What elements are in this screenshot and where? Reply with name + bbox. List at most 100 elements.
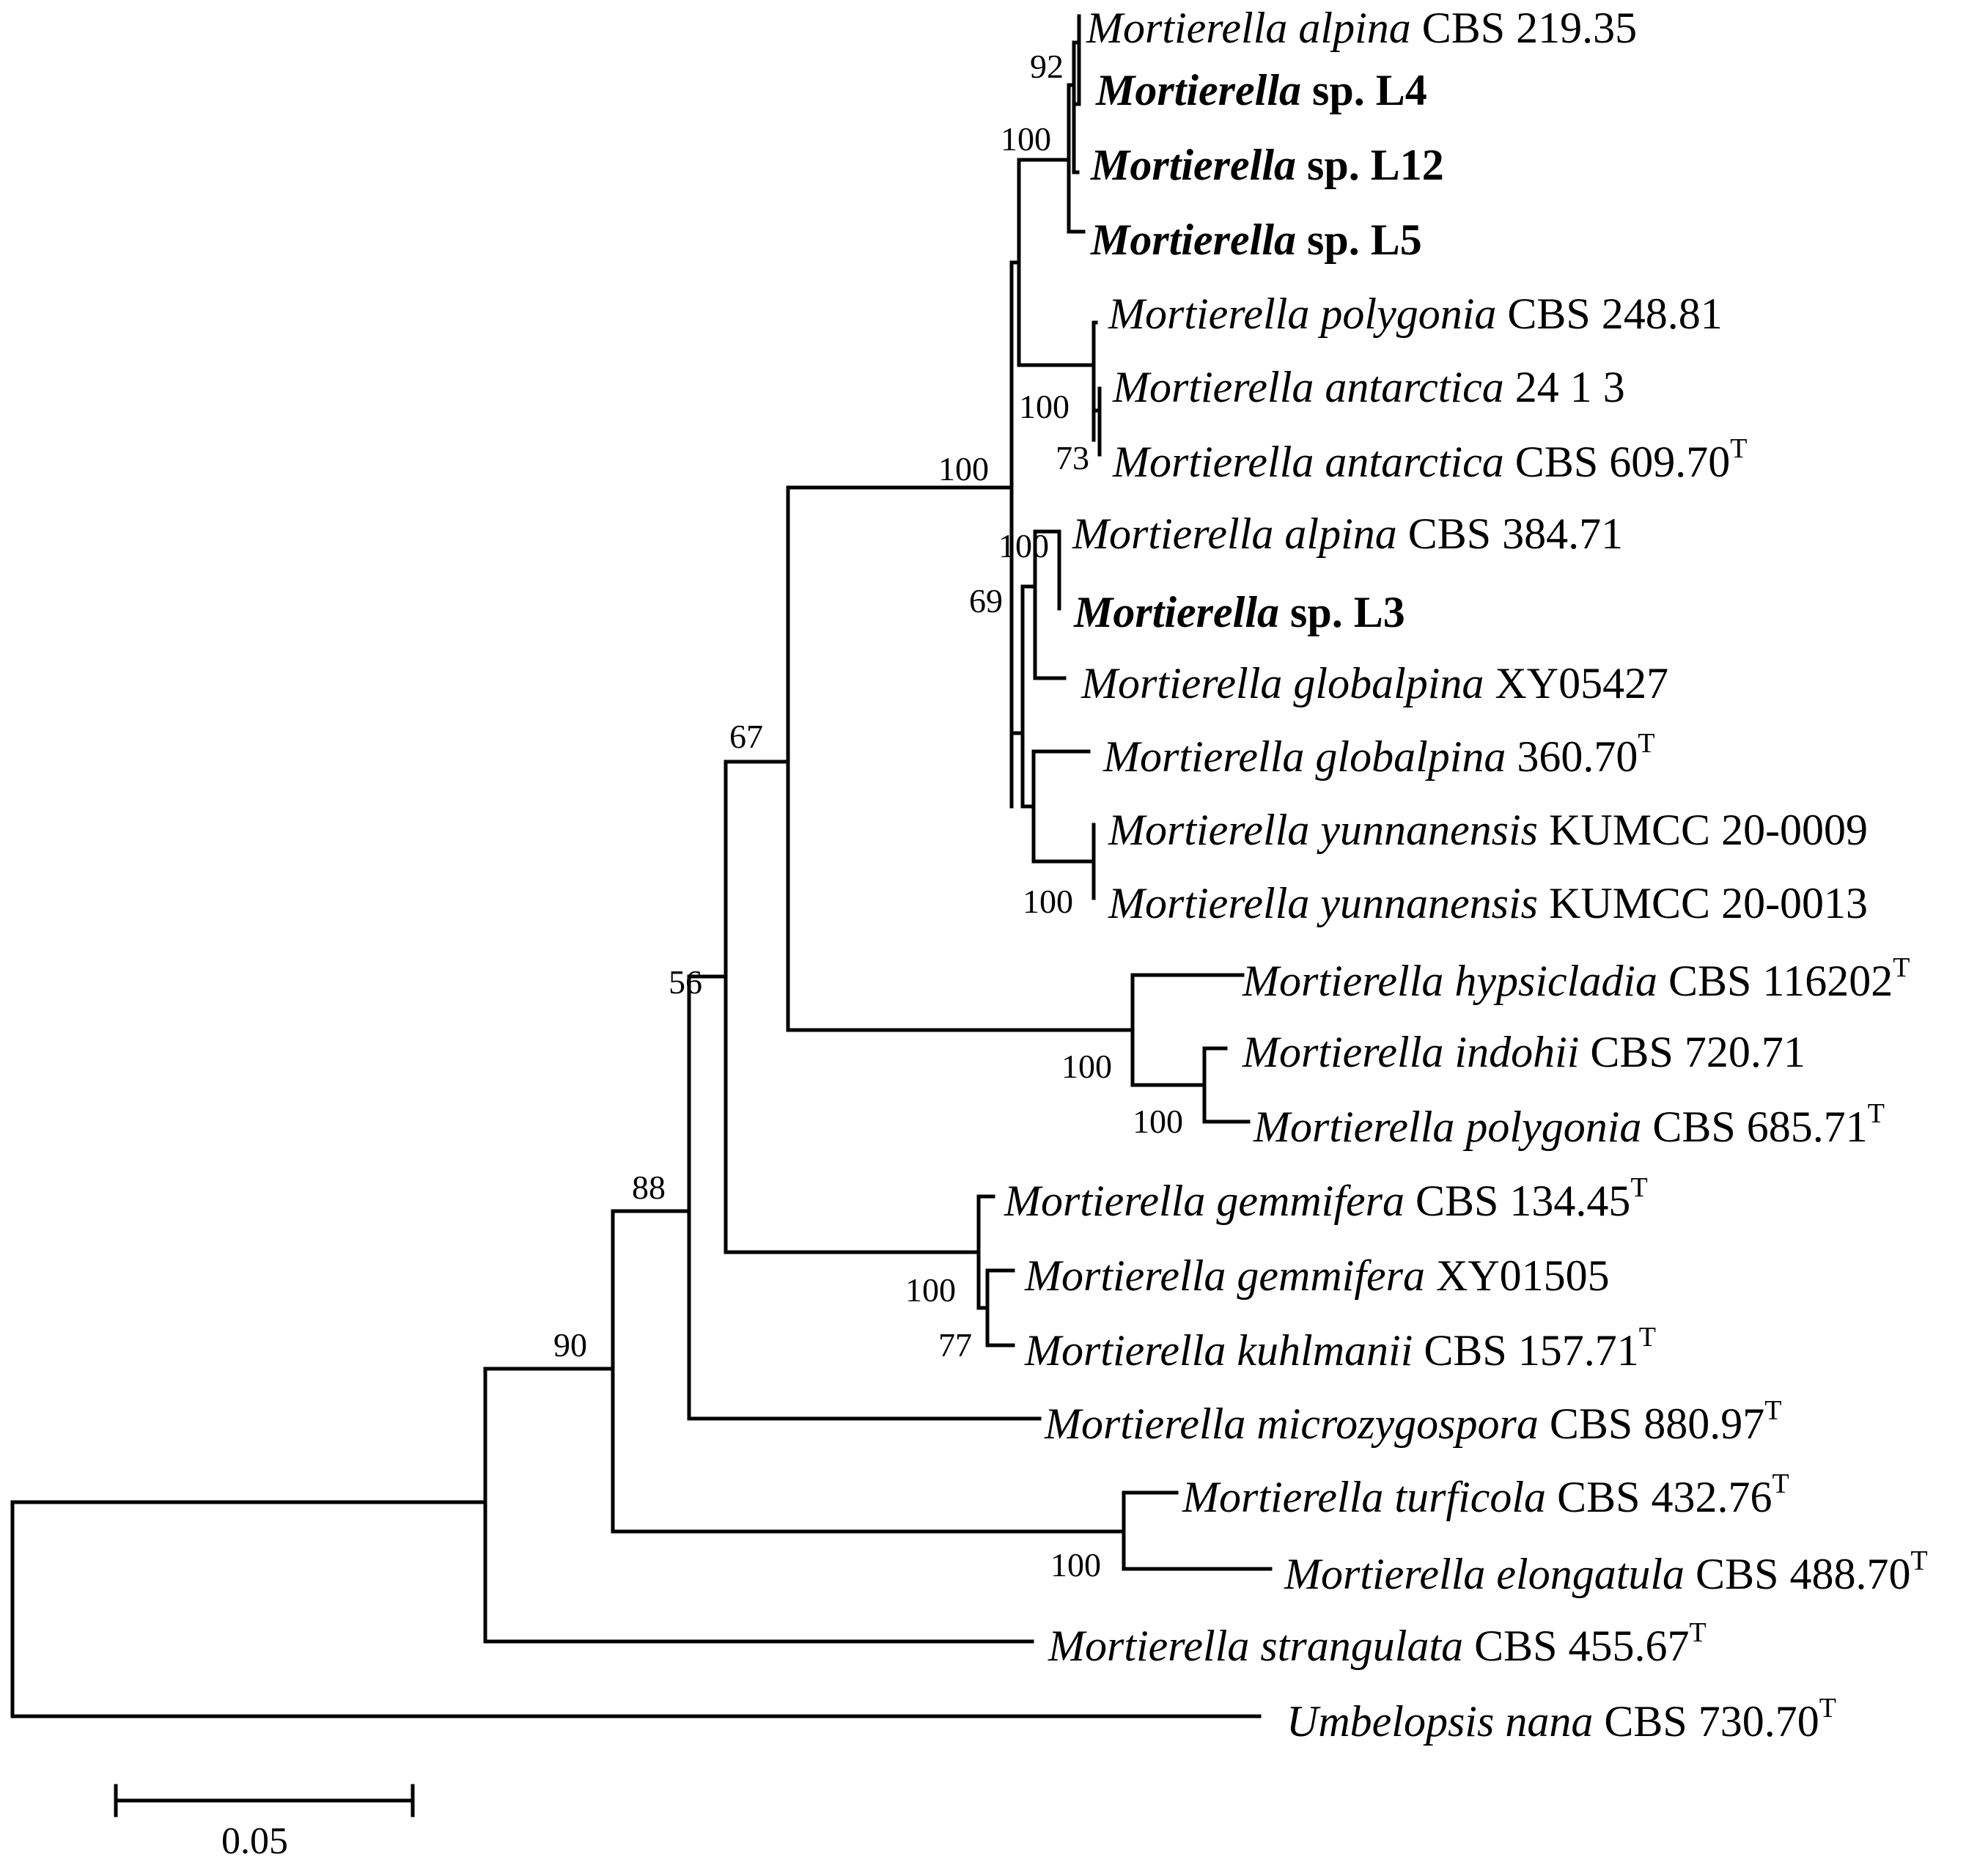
taxon-label: Mortierella alpina CBS 384.71	[1072, 510, 1623, 558]
taxon-species: Mortierella alpina	[1086, 4, 1411, 52]
bootstrap-value: 90	[553, 1326, 587, 1364]
taxon-label: Mortierella antarctica CBS 609.70T	[1112, 433, 1747, 486]
taxon-species: Mortierella globalpina	[1102, 732, 1506, 781]
taxon-strain: CBS 609.70	[1515, 438, 1730, 486]
taxon-label: Mortierella indohii CBS 720.71	[1242, 1028, 1805, 1076]
bootstrap-value: 100	[938, 450, 989, 488]
taxon-strain: CBS 116202	[1668, 957, 1893, 1005]
taxon-label: Mortierella sp. L3	[1073, 588, 1405, 636]
taxon-strain: KUMCC 20-0009	[1549, 806, 1868, 854]
taxon-label: Mortierella kuhlmanii CBS 157.71T	[1024, 1322, 1656, 1375]
taxon-strain: CBS 248.81	[1507, 290, 1722, 338]
bootstrap-value: 100	[1019, 388, 1070, 425]
taxon-species: Mortierella	[1073, 588, 1279, 636]
taxon-species: Mortierella gemmifera	[1024, 1251, 1425, 1300]
taxon-label: Mortierella sp. L5	[1090, 216, 1422, 264]
taxon-label: Mortierella gemmifera CBS 134.45T	[1004, 1172, 1648, 1225]
type-marker: T	[1639, 1322, 1656, 1353]
taxon-label: Mortierella hypsicladia CBS 116202T	[1242, 952, 1910, 1005]
bootstrap-value: 73	[1056, 439, 1089, 477]
taxon-label: Umbelopsis nana CBS 730.70T	[1286, 1693, 1836, 1746]
taxon-strain: 360.70	[1517, 732, 1638, 781]
scale-bar-label: 0.05	[221, 1820, 288, 1862]
type-marker: T	[1772, 1468, 1789, 1499]
taxon-species: Mortierella	[1090, 216, 1296, 264]
taxon-strain: CBS 219.35	[1422, 4, 1637, 52]
taxon-strain: sp. L4	[1312, 66, 1427, 114]
taxon-strain: CBS 720.71	[1590, 1028, 1805, 1076]
bootstrap-value: 100	[1133, 1103, 1183, 1140]
bootstrap-value: 100	[1050, 1546, 1101, 1584]
taxon-species: Umbelopsis nana	[1286, 1697, 1593, 1746]
taxon-species: Mortierella turficola	[1182, 1473, 1546, 1521]
bootstrap-value: 92	[1030, 48, 1064, 85]
bootstrap-labels: 92 100 100 73 100 100 69 100 67 100 100 …	[553, 48, 1183, 1584]
taxon-species: Mortierella globalpina	[1080, 659, 1484, 707]
bootstrap-value: 69	[969, 582, 1003, 619]
taxon-strain: CBS 488.70	[1696, 1550, 1910, 1598]
taxon-label: Mortierella elongatula CBS 488.70T	[1284, 1545, 1928, 1598]
bootstrap-value: 100	[1061, 1048, 1112, 1085]
type-marker: T	[1730, 433, 1747, 464]
taxon-strain: CBS 880.97	[1550, 1400, 1764, 1448]
bootstrap-value: 67	[729, 718, 763, 755]
taxon-label: Mortierella gemmifera XY01505	[1024, 1251, 1610, 1300]
bootstrap-value: 88	[632, 1169, 666, 1206]
taxon-label: Mortierella yunnanensis KUMCC 20-0013	[1108, 879, 1868, 927]
taxon-species: Mortierella polygonia	[1108, 290, 1496, 338]
type-marker: T	[1910, 1545, 1927, 1576]
taxon-strain: CBS 134.45	[1415, 1177, 1630, 1225]
taxon-label: Mortierella alpina CBS 219.35	[1086, 4, 1637, 52]
taxon-label: Mortierella polygonia CBS 248.81	[1108, 290, 1723, 338]
taxon-strain: XY05427	[1495, 659, 1668, 707]
taxon-species: Mortierella microzygospora	[1044, 1400, 1539, 1448]
taxon-species: Mortierella kuhlmanii	[1024, 1326, 1413, 1375]
taxon-strain: 24 1 3	[1515, 363, 1625, 411]
taxon-species: Mortierella gemmifera	[1004, 1177, 1405, 1225]
bootstrap-value: 56	[669, 963, 702, 1001]
bootstrap-value: 100	[1023, 883, 1073, 920]
taxon-species: Mortierella yunnanensis	[1108, 879, 1538, 927]
taxon-species: Mortierella alpina	[1072, 510, 1397, 558]
taxon-strain: CBS 455.67	[1474, 1622, 1689, 1670]
taxon-strain: CBS 730.70	[1604, 1697, 1819, 1746]
taxon-species: Mortierella yunnanensis	[1108, 806, 1538, 854]
taxon-species: Mortierella elongatula	[1284, 1550, 1685, 1598]
taxon-label: Mortierella polygonia CBS 685.71T	[1253, 1098, 1885, 1151]
type-marker: T	[1764, 1395, 1781, 1426]
taxon-strain: CBS 157.71	[1424, 1326, 1638, 1375]
tip-labels: Mortierella alpina CBS 219.35 Mortierell…	[1004, 4, 1928, 1746]
bootstrap-value: 100	[998, 527, 1049, 565]
taxon-label: Mortierella strangulata CBS 455.67T	[1048, 1617, 1707, 1670]
tree-branches	[10, 14, 1273, 1817]
taxon-strain: CBS 384.71	[1408, 510, 1623, 558]
taxon-strain: sp. L12	[1307, 141, 1444, 189]
taxon-species: Mortierella	[1095, 66, 1301, 114]
taxon-species: Mortierella antarctica	[1112, 438, 1504, 486]
type-marker: T	[1638, 728, 1654, 759]
type-marker: T	[1819, 1693, 1836, 1724]
taxon-label: Mortierella globalpina XY05427	[1080, 659, 1668, 707]
taxon-label: Mortierella sp. L4	[1095, 66, 1427, 114]
taxon-strain: XY01505	[1436, 1251, 1610, 1300]
taxon-species: Mortierella	[1090, 141, 1296, 189]
taxon-label: Mortierella globalpina 360.70T	[1102, 728, 1655, 781]
taxon-strain: CBS 432.76	[1557, 1473, 1772, 1521]
bootstrap-value: 100	[1001, 120, 1051, 158]
taxon-species: Mortierella antarctica	[1112, 363, 1504, 411]
bootstrap-value: 100	[905, 1271, 956, 1309]
type-marker: T	[1893, 952, 1910, 983]
taxon-species: Mortierella indohii	[1242, 1028, 1579, 1076]
taxon-strain: KUMCC 20-0013	[1549, 879, 1868, 927]
type-marker: T	[1630, 1172, 1647, 1203]
taxon-label: Mortierella microzygospora CBS 880.97T	[1044, 1395, 1781, 1448]
taxon-strain: sp. L3	[1290, 588, 1405, 636]
taxon-strain: sp. L5	[1307, 216, 1422, 264]
bootstrap-value: 77	[938, 1326, 972, 1364]
type-marker: T	[1868, 1098, 1885, 1129]
taxon-species: Mortierella polygonia	[1253, 1103, 1641, 1151]
taxon-label: Mortierella yunnanensis KUMCC 20-0009	[1108, 806, 1868, 854]
taxon-label: Mortierella antarctica 24 1 3	[1112, 363, 1625, 411]
taxon-species: Mortierella strangulata	[1048, 1622, 1463, 1670]
